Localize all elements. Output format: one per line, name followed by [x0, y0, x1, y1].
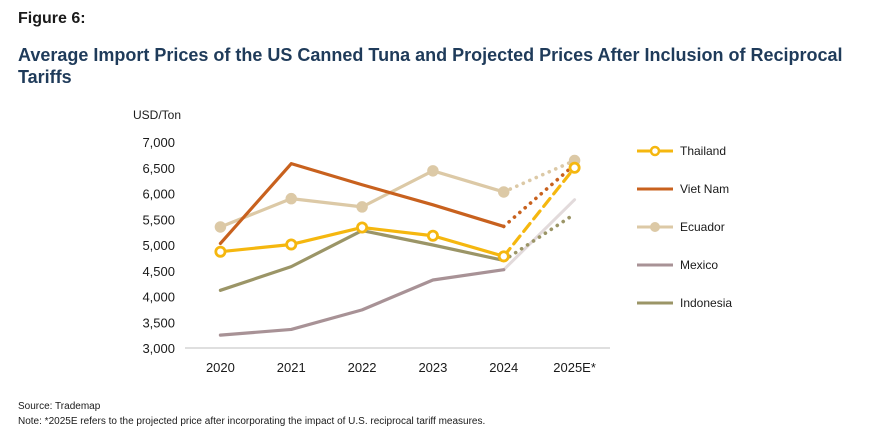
y-tick-label: 3,500 [142, 315, 175, 330]
legend: Thailand Viet Nam Ecuador Mexico Indones… [637, 140, 797, 330]
y-tick-label: 3,000 [142, 341, 175, 356]
projection-line-ecuador [501, 158, 577, 194]
legend-swatch-ecuador [637, 222, 673, 232]
y-axis-unit-label: USD/Ton [133, 108, 182, 122]
legend-label-mexico: Mexico [680, 258, 719, 272]
x-tick-label: 2021 [277, 360, 306, 375]
y-tick-label: 6,000 [142, 187, 175, 202]
data-point-thailand [497, 250, 510, 263]
legend-swatch-viet-nam [637, 187, 673, 191]
legend-label-thailand: Thailand [680, 144, 727, 158]
series-line-mexico [218, 268, 506, 337]
y-tick-label: 5,500 [142, 212, 175, 227]
data-point-ecuador [427, 165, 439, 177]
legend-label-indonesia: Indonesia [680, 296, 733, 310]
data-point-thailand [426, 229, 439, 242]
series-line-ecuador [218, 169, 506, 229]
data-point-thailand [568, 161, 581, 174]
data-point-ecuador [214, 221, 227, 233]
legend-swatch-thailand [637, 145, 673, 157]
data-point-thailand [285, 238, 298, 251]
projection-line-thailand [502, 166, 577, 258]
series-line-viet-nam [218, 162, 506, 246]
footnote: Note: *2025E refers to the projected pri… [18, 416, 486, 427]
projection-line-indonesia [501, 212, 577, 263]
data-point-ecuador [356, 201, 368, 213]
data-point-thailand [214, 245, 227, 258]
y-tick-label: 7,000 [142, 135, 175, 150]
legend-item-ecuador: Ecuador [637, 216, 797, 254]
legend-swatch-indonesia [637, 301, 673, 305]
x-tick-label: 2022 [348, 360, 377, 375]
series-line-indonesia [218, 228, 506, 292]
chart-title: Average Import Prices of the US Canned T… [18, 45, 843, 87]
legend-item-viet-nam: Viet Nam [637, 178, 797, 216]
y-tick-label: 5,000 [142, 238, 175, 253]
x-tick-label: 2020 [206, 360, 235, 375]
legend-label-viet-nam: Viet Nam [680, 182, 730, 196]
x-tick-label: 2024 [489, 360, 518, 375]
projection-line-viet-nam [501, 162, 577, 229]
y-tick-label: 6,500 [142, 161, 175, 176]
data-point-ecuador [285, 192, 297, 205]
legend-item-mexico: Mexico [637, 254, 797, 292]
figure-label: Figure 6: [18, 10, 86, 27]
data-point-thailand [356, 221, 369, 234]
y-tick-label: 4,000 [142, 290, 175, 305]
legend-swatch-mexico [637, 263, 673, 267]
x-tick-label: 2023 [418, 360, 447, 375]
data-point-ecuador [498, 186, 510, 198]
source-note: Source: Trademap [18, 401, 101, 412]
y-tick-label: 4,500 [142, 264, 175, 279]
projection-line-mexico [502, 198, 577, 272]
legend-label-ecuador: Ecuador [680, 220, 725, 234]
x-tick-label: 2025E* [553, 360, 596, 375]
legend-item-indonesia: Indonesia [637, 292, 797, 330]
legend-item-thailand: Thailand [637, 140, 797, 178]
